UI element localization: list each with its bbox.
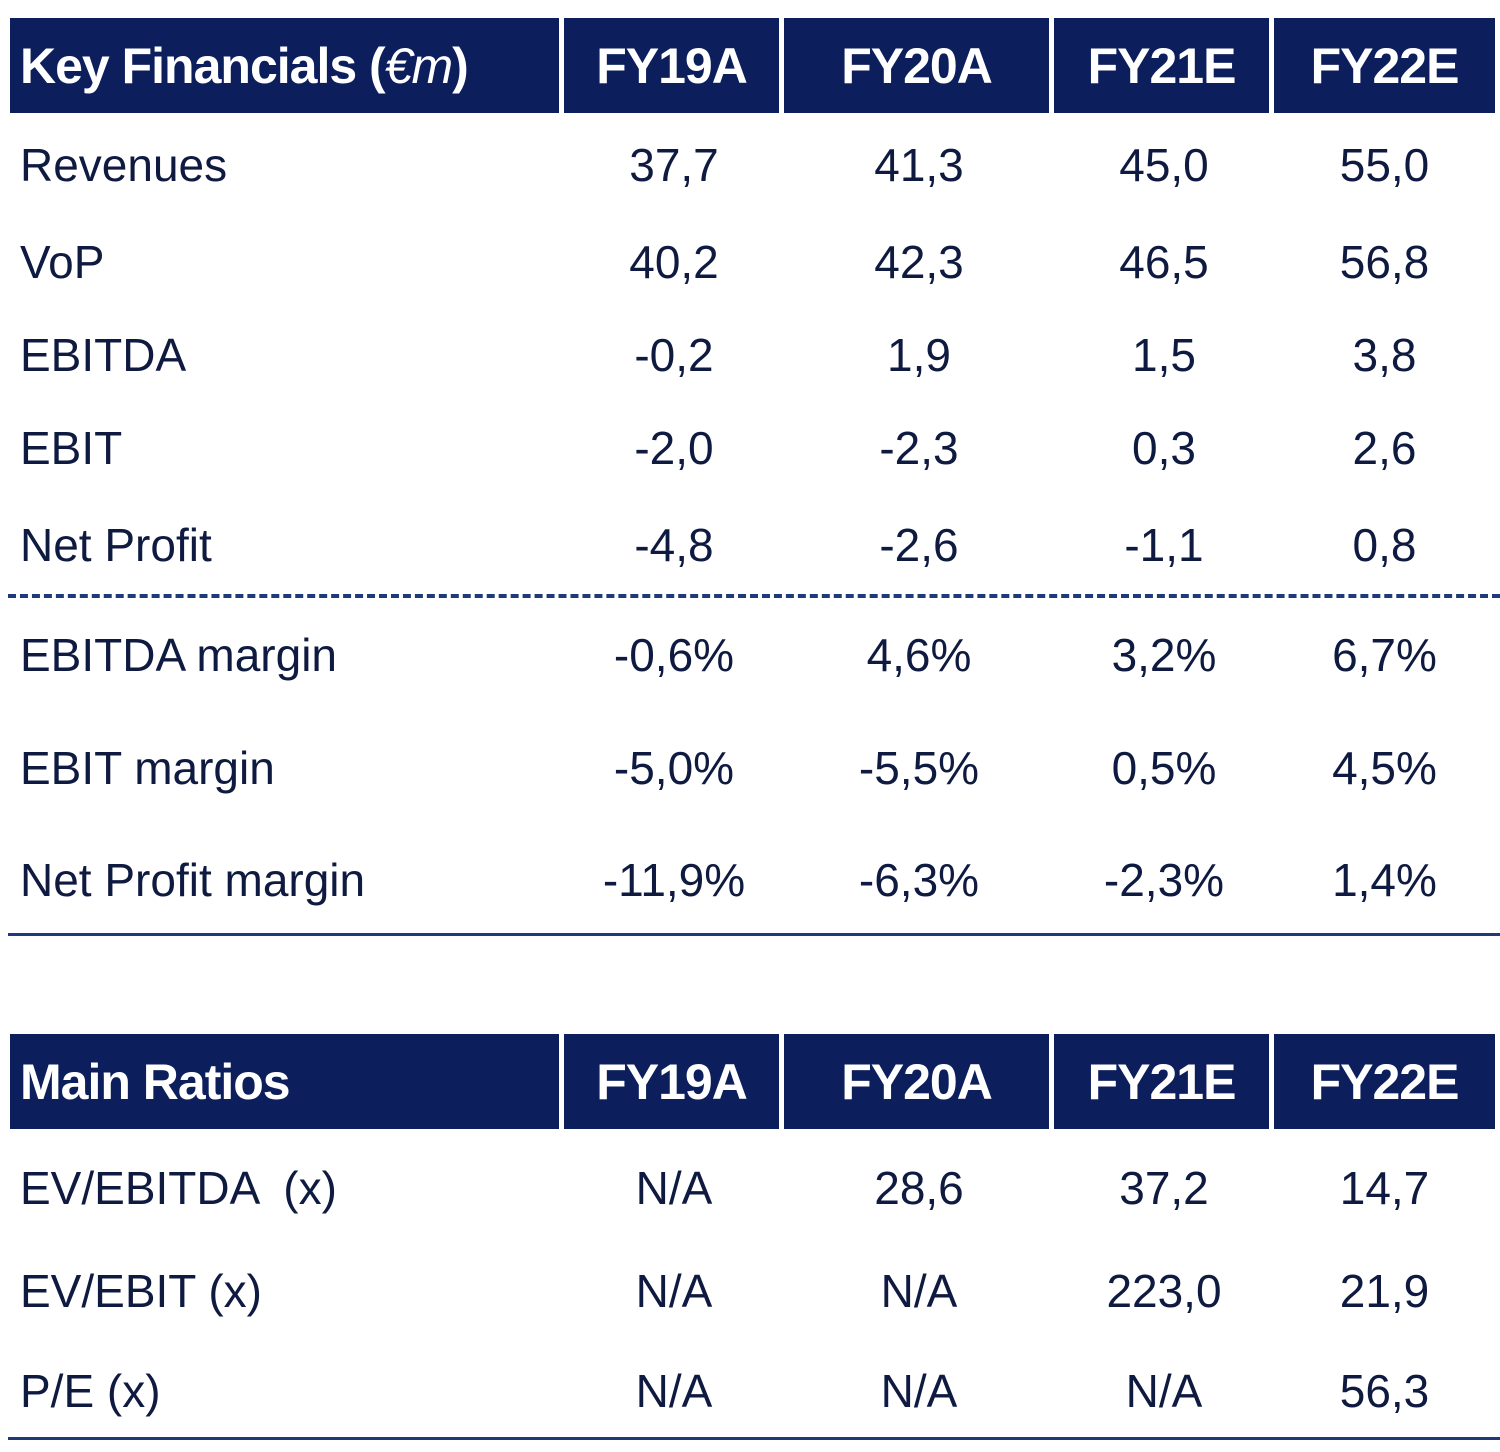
row-label: EBIT — [20, 422, 123, 474]
row-vop: VoP 40,2 42,3 46,5 56,8 — [10, 214, 1495, 310]
column-header-fy21e: FY21E — [1054, 1034, 1269, 1129]
row-label: EBITDA margin — [20, 629, 337, 681]
cell-value: 56,3 — [1339, 1365, 1430, 1417]
row-pe: P/E (x) N/A N/A N/A 56,3 — [10, 1343, 1495, 1439]
cell-value: 45,0 — [1119, 139, 1209, 191]
table-bottom-rule — [8, 933, 1500, 936]
cell-value: 1,9 — [887, 329, 951, 381]
cell-value: 55,0 — [1339, 139, 1430, 191]
cell-value: 14,7 — [1339, 1162, 1430, 1214]
column-header-fy19a: FY19A — [564, 1034, 779, 1129]
row-ev-ebit: EV/EBIT (x) N/A N/A 223,0 21,9 — [10, 1243, 1495, 1339]
table-bottom-rule — [8, 1437, 1500, 1440]
column-header-fy21e: FY21E — [1054, 18, 1269, 113]
cell-value: -5,5% — [858, 742, 980, 794]
cell-value: -2,0 — [634, 422, 714, 474]
cell-value: -2,6 — [879, 519, 959, 571]
column-header-fy19a: FY19A — [564, 18, 779, 113]
cell-value: 37,7 — [629, 139, 719, 191]
cell-value: -1,1 — [1124, 519, 1204, 571]
row-label: VoP — [20, 236, 105, 288]
key-financials-table: Key Financials (€m ) FY19A FY20A FY21E F… — [10, 18, 1500, 113]
cell-value: 46,5 — [1119, 236, 1209, 288]
row-label: P/E (x) — [20, 1365, 161, 1417]
cell-value: N/A — [635, 1265, 713, 1317]
row-ebit: EBIT -2,0 -2,3 0,3 2,6 — [10, 400, 1495, 496]
cell-value: N/A — [880, 1365, 958, 1417]
row-ebitda-margin: EBITDA margin -0,6% 4,6% 3,2% 6,7% — [10, 605, 1495, 705]
main-ratios-header: Main Ratios FY19A FY20A FY21E FY22E — [10, 1034, 1500, 1129]
cell-value: 4,5% — [1332, 742, 1437, 794]
cell-value: 6,7% — [1332, 629, 1437, 681]
cell-value: 223,0 — [1106, 1265, 1222, 1317]
row-ebit-margin: EBIT margin -5,0% -5,5% 0,5% 4,5% — [10, 718, 1495, 818]
row-ev-ebitda: EV/EBITDA (x) N/A 28,6 37,2 14,7 — [10, 1140, 1495, 1236]
cell-value: N/A — [635, 1365, 713, 1417]
currency-unit: €m — [384, 37, 453, 94]
column-header-fy22e: FY22E — [1274, 1034, 1495, 1129]
cell-value: 2,6 — [1352, 422, 1417, 474]
main-ratios-title: Main Ratios — [10, 1034, 559, 1129]
column-header-fy22e: FY22E — [1274, 18, 1495, 113]
cell-value: -0,2 — [634, 329, 714, 381]
cell-value: -0,6% — [613, 629, 735, 681]
cell-value: 37,2 — [1119, 1162, 1209, 1214]
cell-value: 0,3 — [1132, 422, 1196, 474]
cell-value: 40,2 — [629, 236, 719, 288]
column-header-fy20a: FY20A — [784, 1034, 1049, 1129]
row-label: EBITDA — [20, 329, 187, 381]
cell-value: -2,3 — [879, 422, 959, 474]
dashed-divider — [8, 594, 1500, 598]
cell-value: 1,4% — [1332, 854, 1437, 906]
row-revenues: Revenues 37,7 41,3 45,0 55,0 — [10, 117, 1495, 213]
cell-value: -2,3% — [1103, 854, 1225, 906]
row-net-profit-margin: Net Profit margin -11,9% -6,3% -2,3% 1,4… — [10, 830, 1495, 930]
row-label: Revenues — [20, 139, 228, 191]
row-ebitda: EBITDA -0,2 1,9 1,5 3,8 — [10, 307, 1495, 403]
cell-value: N/A — [635, 1162, 713, 1214]
row-net-profit: Net Profit -4,8 -2,6 -1,1 0,8 — [10, 497, 1495, 593]
cell-value: 56,8 — [1339, 236, 1430, 288]
cell-value: 3,2% — [1111, 629, 1217, 681]
column-header-fy20a: FY20A — [784, 18, 1049, 113]
cell-value: 1,5 — [1132, 329, 1196, 381]
key-financials-header: Key Financials (€m ) FY19A FY20A FY21E F… — [10, 18, 1500, 113]
row-label: EV/EBIT (x) — [20, 1265, 262, 1317]
cell-value: 28,6 — [874, 1162, 964, 1214]
row-label: Net Profit margin — [20, 854, 366, 906]
row-label: EV/EBITDA (x) — [20, 1162, 337, 1214]
cell-value: 41,3 — [874, 139, 964, 191]
row-label: EBIT margin — [20, 742, 275, 794]
cell-value: 42,3 — [874, 236, 964, 288]
cell-value: 21,9 — [1339, 1265, 1430, 1317]
row-label: Net Profit — [20, 519, 212, 571]
cell-value: 4,6% — [866, 629, 972, 681]
cell-value: -4,8 — [634, 519, 714, 571]
cell-value: 0,8 — [1352, 519, 1417, 571]
main-ratios-table: Main Ratios FY19A FY20A FY21E FY22E — [10, 1034, 1500, 1129]
cell-value: 3,8 — [1352, 329, 1417, 381]
key-financials-title: Key Financials (€m ) — [10, 18, 559, 113]
cell-value: N/A — [880, 1265, 958, 1317]
cell-value: -5,0% — [613, 742, 735, 794]
cell-value: N/A — [1125, 1365, 1203, 1417]
cell-value: 0,5% — [1111, 742, 1217, 794]
cell-value: -6,3% — [858, 854, 980, 906]
cell-value: -11,9% — [602, 854, 746, 906]
